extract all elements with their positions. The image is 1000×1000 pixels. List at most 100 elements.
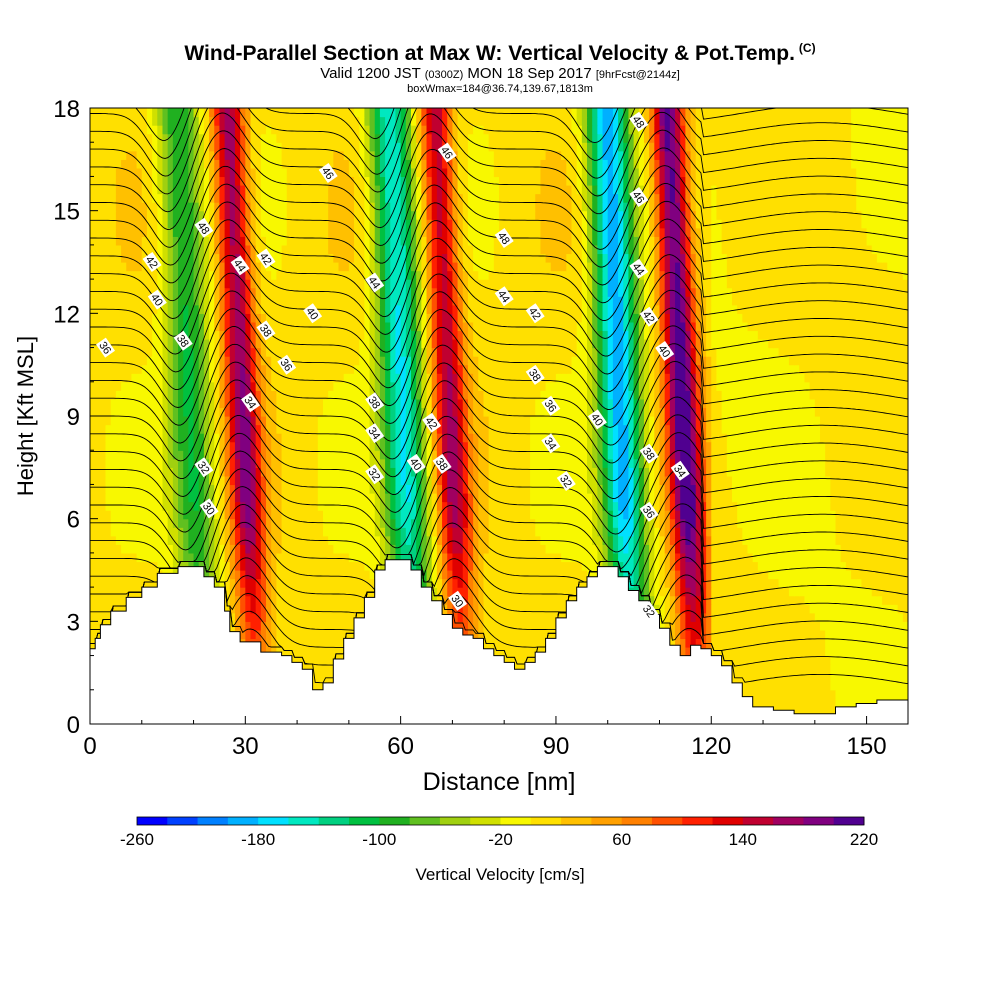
velocity-cell xyxy=(447,561,454,571)
velocity-cell xyxy=(783,587,790,597)
velocity-cell xyxy=(302,527,309,537)
velocity-cell xyxy=(530,621,536,631)
velocity-cell xyxy=(286,587,293,597)
velocity-cell xyxy=(861,638,868,648)
velocity-cell xyxy=(95,475,101,486)
velocity-cell xyxy=(768,527,774,537)
velocity-cell xyxy=(115,475,122,486)
velocity-cell xyxy=(819,604,826,614)
velocity-cell xyxy=(198,518,205,528)
velocity-cell xyxy=(550,570,557,580)
velocity-cell xyxy=(778,689,785,699)
velocity-cell xyxy=(390,518,397,528)
velocity-cell xyxy=(742,629,749,640)
velocity-cell xyxy=(649,587,655,597)
velocity-cell xyxy=(633,458,640,468)
velocity-cell xyxy=(680,501,686,511)
velocity-cell xyxy=(757,458,764,468)
velocity-cell xyxy=(892,544,899,554)
velocity-cell xyxy=(328,501,334,511)
velocity-cell xyxy=(379,510,386,520)
velocity-cell xyxy=(266,510,272,520)
velocity-cell xyxy=(597,484,604,494)
velocity-cell xyxy=(576,544,583,554)
velocity-cell xyxy=(395,518,402,528)
velocity-cell xyxy=(825,501,831,511)
velocity-cell xyxy=(410,552,417,563)
velocity-cell xyxy=(317,647,324,657)
velocity-cell xyxy=(768,698,774,708)
velocity-cell xyxy=(95,484,101,494)
velocity-cell xyxy=(902,561,908,571)
velocity-cell xyxy=(312,518,319,528)
velocity-cell xyxy=(338,552,345,563)
velocity-cell xyxy=(737,493,743,503)
velocity-cell xyxy=(747,578,754,588)
velocity-cell xyxy=(866,467,873,477)
velocity-cell xyxy=(224,561,231,571)
velocity-cell xyxy=(338,467,345,477)
velocity-cell xyxy=(830,552,837,563)
velocity-cell xyxy=(100,561,107,571)
velocity-cell xyxy=(405,493,412,503)
velocity-cell xyxy=(530,467,536,477)
velocity-cell xyxy=(550,561,557,571)
velocity-cell xyxy=(871,544,878,554)
velocity-cell xyxy=(799,604,806,614)
velocity-cell xyxy=(493,638,500,648)
velocity-cell xyxy=(856,698,863,708)
velocity-cell xyxy=(659,552,666,563)
velocity-cell xyxy=(768,552,774,563)
velocity-cell xyxy=(700,501,707,511)
velocity-cell xyxy=(830,501,837,511)
velocity-cell xyxy=(348,527,355,537)
velocity-cell xyxy=(706,638,712,648)
velocity-cell xyxy=(519,510,526,520)
velocity-cell xyxy=(814,655,821,665)
velocity-cell xyxy=(566,587,573,597)
velocity-cell xyxy=(504,518,510,528)
velocity-cell xyxy=(452,535,459,545)
velocity-cell xyxy=(291,638,298,648)
velocity-cell xyxy=(643,467,650,477)
velocity-cell xyxy=(809,621,816,631)
velocity-cell xyxy=(876,475,883,486)
velocity-cell xyxy=(266,552,272,563)
velocity-cell xyxy=(809,561,816,571)
velocity-cell xyxy=(669,587,676,597)
velocity-cell xyxy=(271,535,277,545)
velocity-cell xyxy=(146,544,153,554)
velocity-cell xyxy=(623,518,630,528)
velocity-cell xyxy=(695,510,702,520)
velocity-cell xyxy=(110,475,117,486)
velocity-cell xyxy=(897,595,904,605)
velocity-cell xyxy=(400,510,407,520)
velocity-cell xyxy=(731,595,738,605)
velocity-cell xyxy=(286,604,293,614)
velocity-cell xyxy=(260,570,267,580)
velocity-cell xyxy=(530,595,536,605)
velocity-cell xyxy=(778,535,785,545)
velocity-cell xyxy=(752,664,759,674)
velocity-cell xyxy=(706,621,712,631)
velocity-cell xyxy=(234,467,241,477)
velocity-cell xyxy=(814,578,821,588)
velocity-cell xyxy=(587,501,593,511)
velocity-cell xyxy=(540,510,547,520)
velocity-cell xyxy=(882,544,888,554)
velocity-cell xyxy=(405,484,412,494)
velocity-cell xyxy=(649,493,655,503)
velocity-cell xyxy=(737,552,743,563)
velocity-cell xyxy=(136,510,143,520)
velocity-cell xyxy=(602,518,609,528)
velocity-cell xyxy=(115,595,122,605)
velocity-cell xyxy=(794,535,800,545)
velocity-cell xyxy=(421,458,428,468)
velocity-cell xyxy=(307,484,314,494)
velocity-cell xyxy=(675,587,681,597)
velocity-cell xyxy=(882,458,888,468)
velocity-cell xyxy=(819,612,826,622)
velocity-cell xyxy=(172,493,179,503)
velocity-cell xyxy=(685,493,692,503)
velocity-cell xyxy=(297,501,303,511)
